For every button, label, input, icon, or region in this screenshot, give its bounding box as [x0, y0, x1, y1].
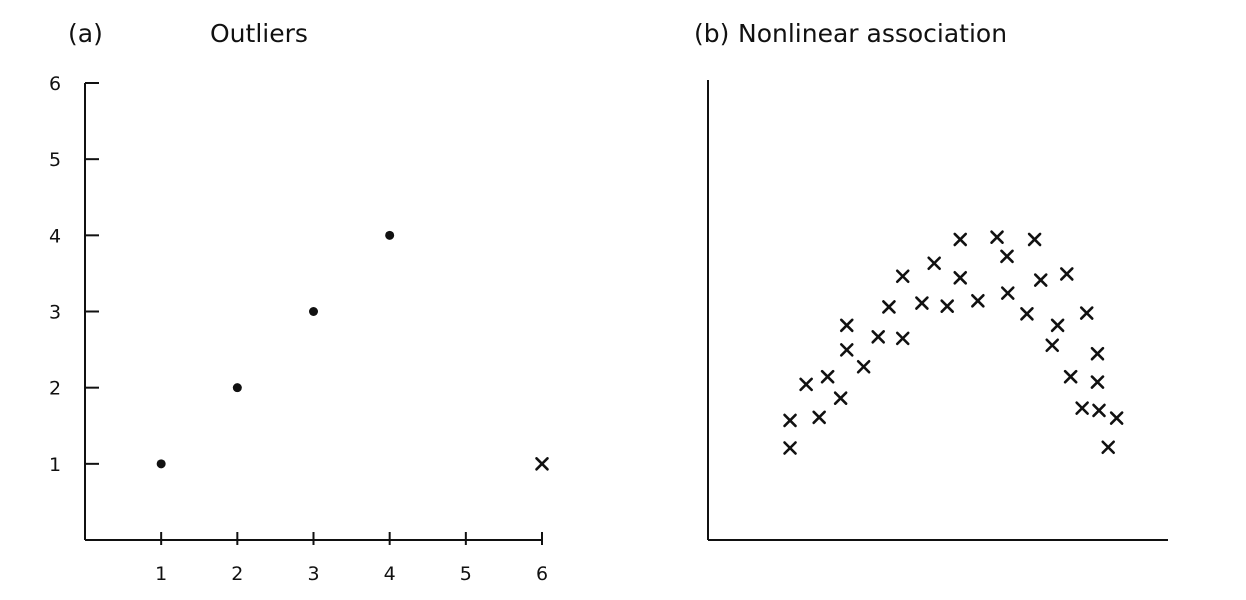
data-point-cross — [1063, 369, 1078, 384]
data-point-cross — [1075, 401, 1089, 415]
panel-a-label: (a) — [68, 19, 103, 48]
data-point-cross — [1090, 375, 1105, 389]
data-point-cross — [783, 441, 797, 455]
data-point-cross — [839, 318, 854, 333]
data-point-cross — [1092, 403, 1106, 418]
data-point-cross — [1060, 267, 1074, 281]
x-tick-label: 6 — [536, 563, 548, 585]
data-point-cross — [1045, 338, 1060, 353]
y-tick-label: 6 — [49, 73, 61, 95]
data-point-cross — [820, 369, 835, 384]
data-point-cross — [895, 269, 910, 284]
data-point-cross — [940, 299, 955, 313]
data-point-cross — [833, 391, 848, 405]
x-tick-label: 5 — [460, 563, 472, 585]
y-tick-label: 4 — [49, 225, 61, 247]
data-point-cross — [915, 296, 929, 310]
data-point-cross — [927, 256, 941, 271]
data-point-cross — [839, 343, 854, 357]
data-point-cross — [1033, 273, 1048, 287]
data-point-cross — [990, 230, 1004, 244]
panel-b-label: (b) — [694, 19, 729, 48]
data-point-cross — [1101, 440, 1115, 455]
data-point-cross — [783, 413, 797, 428]
data-point-dot — [232, 383, 242, 393]
data-point-cross — [1079, 306, 1094, 320]
y-tick-label: 3 — [49, 302, 61, 324]
panel-a-title: Outliers — [210, 19, 308, 48]
data-point-cross — [856, 359, 871, 374]
data-point-cross — [535, 457, 549, 471]
data-point-dot — [309, 307, 318, 316]
panel-a: (a) Outliers 1 2 3 4 5 6 1 2 3 4 5 6 — [49, 19, 549, 585]
x-tick-label: 3 — [307, 563, 319, 585]
data-point-cross — [799, 377, 813, 392]
data-point-cross — [971, 293, 985, 308]
data-point-cross — [1020, 307, 1034, 321]
panel-b: (b) Nonlinear association — [694, 19, 1168, 541]
data-point-cross — [1109, 411, 1124, 425]
data-point-cross — [1027, 232, 1042, 247]
data-point-cross — [871, 330, 886, 344]
y-tick-label: 5 — [49, 149, 61, 171]
data-point-cross — [812, 410, 826, 425]
data-point-cross — [1050, 318, 1065, 333]
data-point-cross — [1000, 286, 1015, 300]
data-point-dot — [156, 459, 166, 469]
x-tick-label: 1 — [155, 563, 167, 585]
y-tick-label: 2 — [49, 378, 61, 400]
y-tick-label: 1 — [49, 454, 61, 476]
data-point-cross — [1000, 249, 1014, 264]
data-point-cross — [895, 331, 910, 346]
x-tick-label: 2 — [231, 563, 243, 585]
panel-b-title: Nonlinear association — [738, 19, 1007, 48]
data-point-cross — [953, 232, 968, 247]
data-point-dot — [385, 230, 395, 240]
data-point-cross — [953, 270, 968, 285]
data-point-cross — [882, 300, 896, 314]
data-point-cross — [1090, 346, 1105, 361]
x-tick-label: 4 — [384, 563, 396, 585]
